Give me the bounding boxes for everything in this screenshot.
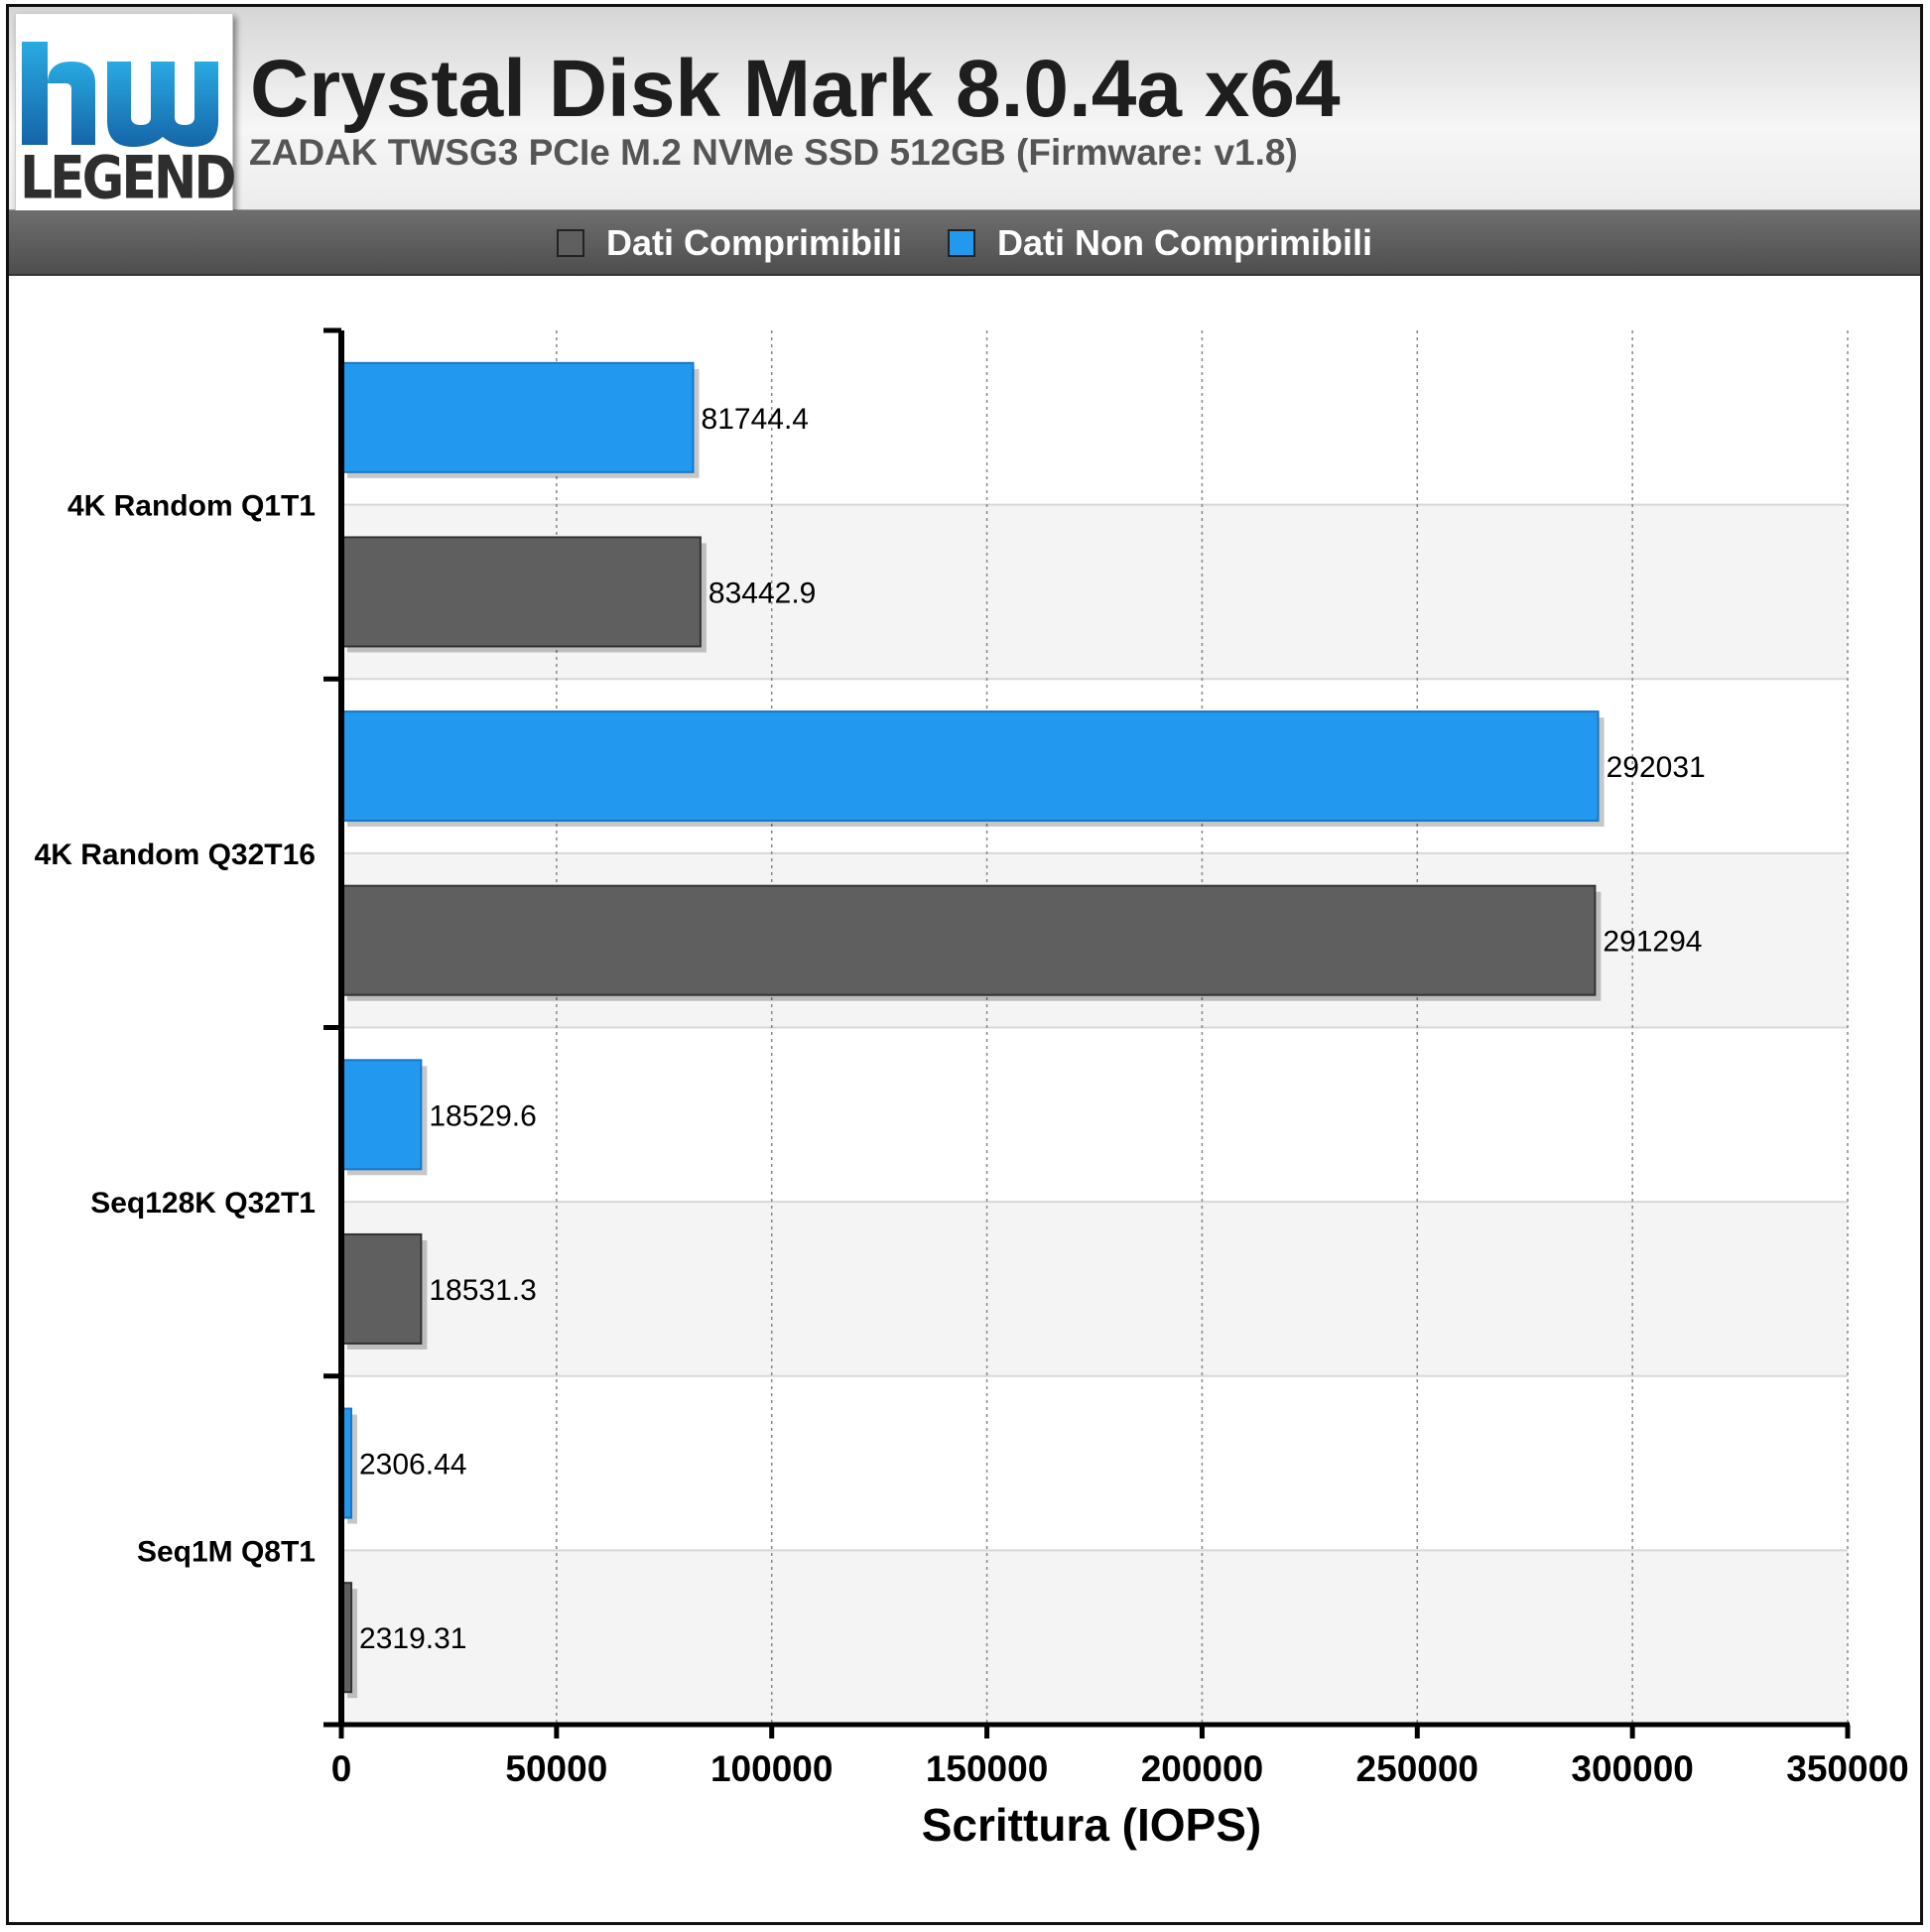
bar-value-label: 18529.6 bbox=[429, 1099, 536, 1132]
legend-swatch-incompressible bbox=[948, 229, 976, 258]
x-tick-label: 0 bbox=[331, 1748, 352, 1789]
bar bbox=[340, 536, 702, 648]
bar-value-label: 81744.4 bbox=[702, 403, 809, 436]
plot-band bbox=[341, 1202, 1848, 1376]
logo-legend-text: LEGEND bbox=[20, 144, 237, 213]
x-tick-label: 200000 bbox=[1141, 1748, 1263, 1789]
bar-value-label: 292031 bbox=[1607, 751, 1706, 784]
bar bbox=[340, 361, 695, 473]
bar bbox=[340, 884, 1597, 996]
legend: Dati Comprimibili Dati Non Comprimibili bbox=[9, 210, 1920, 276]
x-tick-label: 350000 bbox=[1786, 1748, 1908, 1789]
category-label: 4K Random Q32T16 bbox=[35, 838, 316, 871]
chart-header: LEGEND Crystal Disk Mark 8.0.4a x64 ZADA… bbox=[9, 7, 1920, 231]
chart-subtitle: ZADAK TWSG3 PCIe M.2 NVMe SSD 512GB (Fir… bbox=[249, 132, 1298, 173]
x-tick-label: 50000 bbox=[505, 1748, 607, 1789]
category-label: Seq1M Q8T1 bbox=[137, 1535, 316, 1568]
legend-item-incompressible: Dati Non Comprimibili bbox=[948, 222, 1372, 264]
legend-label-compressible: Dati Comprimibili bbox=[605, 222, 902, 264]
x-tick-label: 250000 bbox=[1356, 1748, 1479, 1789]
category-label: Seq128K Q32T1 bbox=[90, 1187, 316, 1220]
hwlegend-logo-mark bbox=[22, 42, 218, 147]
plot-band bbox=[341, 1550, 1848, 1725]
legend-label-incompressible: Dati Non Comprimibili bbox=[997, 222, 1373, 264]
x-tick-label: 100000 bbox=[710, 1748, 833, 1789]
x-tick-label: 150000 bbox=[926, 1748, 1048, 1789]
bar-value-label: 83442.9 bbox=[708, 577, 816, 609]
bar-value-label: 2306.44 bbox=[359, 1449, 466, 1481]
legend-item-compressible: Dati Comprimibili bbox=[556, 222, 902, 264]
chart-title: Crystal Disk Mark 8.0.4a x64 bbox=[250, 44, 1341, 134]
bar bbox=[340, 1059, 423, 1171]
legend-swatch-compressible bbox=[556, 229, 584, 258]
category-label: 4K Random Q1T1 bbox=[67, 490, 316, 523]
bar bbox=[340, 1232, 423, 1345]
x-tick-label: 300000 bbox=[1571, 1748, 1693, 1789]
x-axis-title: Scrittura (IOPS) bbox=[922, 1799, 1262, 1851]
bar bbox=[340, 710, 1600, 823]
bar-value-label: 2319.31 bbox=[359, 1622, 466, 1655]
hwlegend-logo: LEGEND bbox=[15, 13, 237, 231]
bar-value-label: 18531.3 bbox=[429, 1274, 536, 1307]
bar-value-label: 291294 bbox=[1603, 926, 1702, 959]
